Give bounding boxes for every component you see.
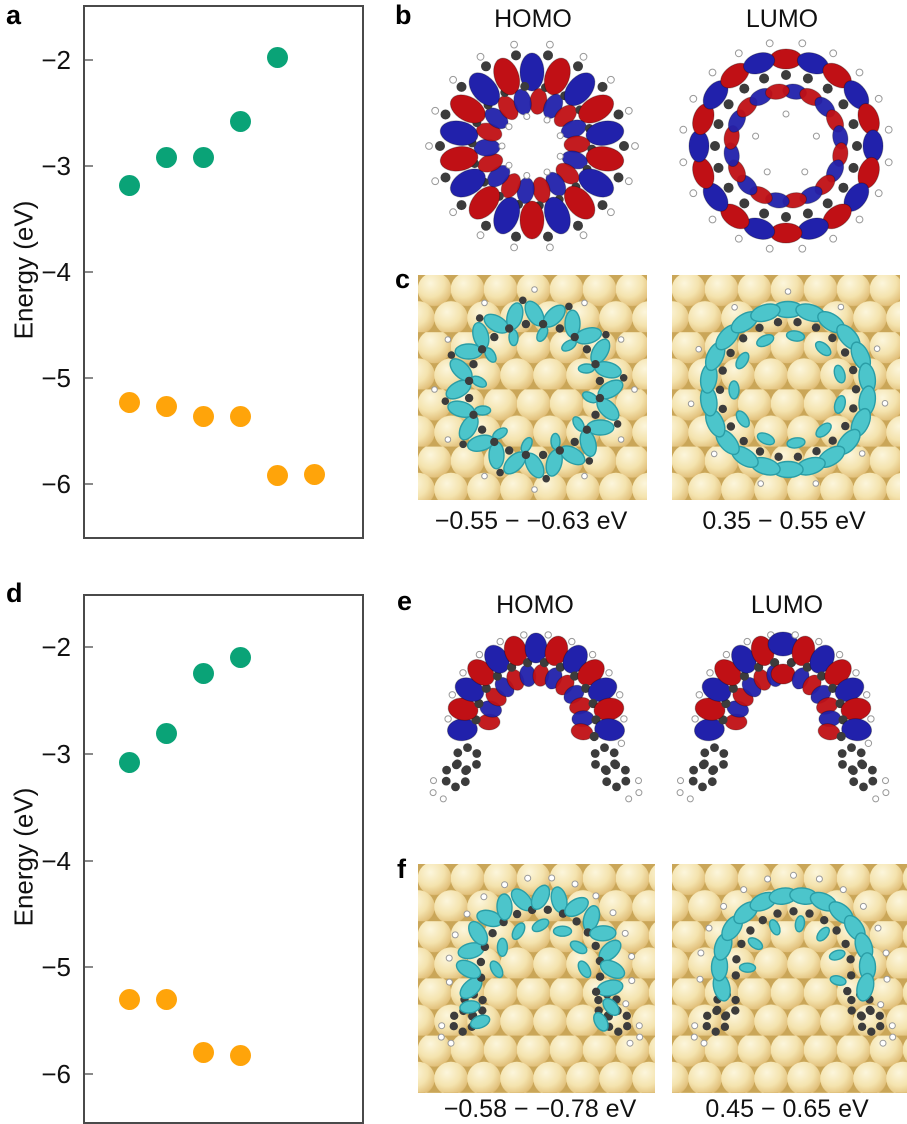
scatter-dot-orange: [119, 391, 141, 413]
scatter-dot-green: [156, 723, 178, 745]
energy-level-chart-d: −2 −3 −4 −5 −6: [41, 594, 364, 1124]
y-axis-tick-label: −3: [41, 151, 71, 181]
scatter-dot-orange: [193, 405, 215, 427]
y-axis-tick: [85, 646, 93, 649]
panel-label-d: d: [6, 578, 23, 608]
scatter-dot-green: [193, 147, 215, 169]
lumo-title-b: LUMO: [745, 5, 819, 33]
molecule-graphic: [425, 40, 639, 252]
molecule-graphic: [418, 864, 655, 1093]
molecule-graphic: [679, 39, 893, 253]
panel-label-e: e: [397, 586, 413, 616]
lumo-title-e: LUMO: [750, 591, 824, 619]
scatter-dot-green: [229, 647, 251, 669]
y-axis-tick-label: −2: [41, 45, 71, 75]
y-axis-tick: [85, 1072, 93, 1075]
caption-c-right: 0.35 − 0.55 eV: [702, 507, 866, 535]
scatter-dot-orange: [266, 465, 288, 487]
panel-label-c: c: [395, 264, 411, 294]
scatter-dot-green: [119, 174, 141, 196]
molecule-graphic: [676, 631, 890, 803]
lumo-arc-molecule-image: [675, 630, 891, 830]
y-axis-tick-label: −6: [41, 1058, 71, 1089]
scatter-dot-orange: [119, 988, 141, 1010]
y-axis-tick: [85, 165, 93, 167]
scatter-dot-green: [229, 110, 251, 132]
y-axis-tick: [85, 59, 93, 61]
scatter-dot-green: [193, 663, 215, 685]
arc-on-surface-homo-image: [418, 864, 655, 1093]
y-axis-tick-label: −4: [41, 845, 71, 876]
ring-on-surface-lumo-image: [672, 275, 900, 500]
y-axis-tick: [85, 966, 93, 969]
scatter-dot-orange: [229, 1045, 251, 1067]
y-axis-tick-label: −5: [41, 952, 71, 983]
caption-f-left: −0.58 − −0.78 eV: [443, 1095, 637, 1123]
y-axis-tick: [85, 752, 93, 755]
molecule-graphic: [672, 864, 907, 1093]
molecule-graphic: [429, 631, 643, 803]
y-axis-tick: [85, 377, 93, 379]
ring-on-surface-homo-image: [418, 275, 647, 500]
y-axis-tick-label: −2: [41, 632, 71, 663]
molecule-graphic: [418, 275, 647, 500]
y-axis-tick-label: −5: [41, 363, 71, 393]
y-axis-tick-label: −4: [41, 257, 71, 287]
energy-level-chart-a: −2 −3 −4 −5 −6: [41, 5, 364, 539]
caption-f-right: 0.45 − 0.65 eV: [705, 1095, 869, 1123]
homo-arc-molecule-image: [428, 630, 644, 830]
panel-label-b: b: [395, 0, 412, 30]
y-axis-tick: [85, 859, 93, 862]
homo-title-e: HOMO: [496, 591, 574, 619]
panel-label-f: f: [397, 854, 406, 884]
scatter-dot-green: [266, 47, 288, 69]
molecule-graphic: [672, 275, 900, 500]
scatter-dot-orange: [303, 463, 325, 485]
y-axis-tick-label: −6: [41, 469, 71, 499]
y-axis-tick-label: −3: [41, 738, 71, 769]
panel-label-a: a: [6, 0, 22, 30]
homo-title-b: HOMO: [494, 5, 572, 33]
caption-c-left: −0.55 − −0.63 eV: [434, 507, 628, 535]
scatter-dot-orange: [229, 405, 251, 427]
arc-on-surface-lumo-image: [672, 864, 907, 1093]
y-axis-tick: [85, 271, 93, 273]
scatter-dot-green: [119, 751, 141, 773]
scatter-dot-green: [156, 147, 178, 169]
lumo-ring-molecule-image: [678, 38, 894, 254]
y-axis-tick: [85, 483, 93, 485]
homo-ring-molecule-image: [424, 38, 640, 254]
scatter-dot-orange: [156, 396, 178, 418]
scatter-dot-orange: [193, 1042, 215, 1064]
scatter-dot-orange: [156, 988, 178, 1010]
